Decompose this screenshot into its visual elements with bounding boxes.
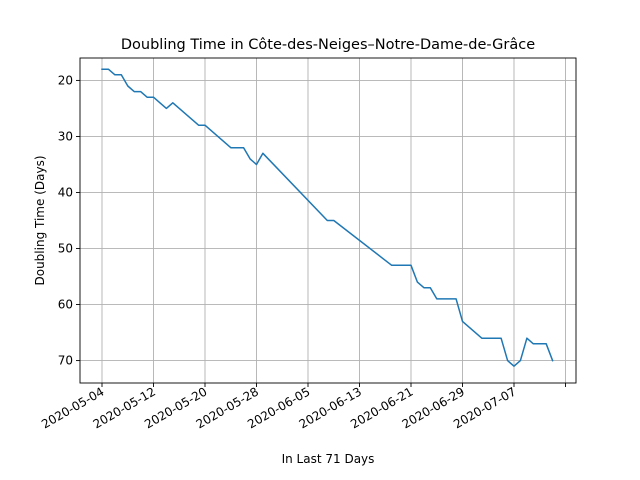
x-axis-ticks: 2020-05-042020-05-122020-05-202020-05-28… (39, 383, 566, 431)
y-tick-label: 40 (58, 185, 73, 199)
y-tick-label: 50 (58, 242, 73, 256)
series-layer (101, 68, 554, 367)
plot-frame (79, 57, 577, 384)
doubling-time-line (101, 68, 554, 367)
y-tick-label: 30 (58, 129, 73, 143)
y-tick-label: 70 (58, 354, 73, 368)
y-axis-ticks: 20 30 40 50 60 70 (58, 73, 80, 368)
chart-title: Doubling Time in Côte-des-Neiges–Notre-D… (121, 37, 535, 53)
grid-lines (80, 58, 576, 383)
y-tick-label: 60 (58, 298, 73, 312)
y-tick-label: 20 (58, 73, 73, 87)
x-axis-label: In Last 71 Days (282, 452, 375, 466)
y-axis-label: Doubling Time (Days) (33, 155, 47, 285)
